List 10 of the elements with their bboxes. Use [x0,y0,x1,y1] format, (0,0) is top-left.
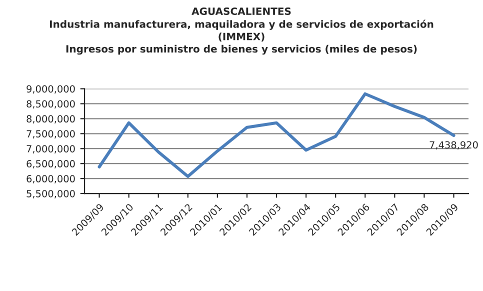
y-tick-label: 7,000,000 [26,145,75,154]
y-tick-label: 8,500,000 [26,100,75,109]
y-tick-label: 6,000,000 [26,175,75,184]
y-tick-label: 6,500,000 [26,160,75,168]
y-tick-label: 7,500,000 [26,130,75,138]
data-label: 7,438,920 [430,141,478,150]
chart-title: AGUASCALIENTES Industria manufacturera, maquiladora y de servicios de exportación (IMMEX) Ingresos por suministro de bienes y servicios (miles de pesos) [50,7,434,55]
y-tick-label: 5,500,000 [26,190,75,198]
y-tick-label: 8,000,000 [26,115,75,124]
y-tick-label: 9,000,000 [26,85,75,94]
